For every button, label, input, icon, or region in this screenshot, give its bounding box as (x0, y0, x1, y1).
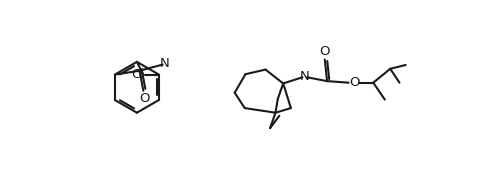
Text: N: N (160, 57, 170, 70)
Text: O: O (139, 92, 149, 105)
Text: Cl: Cl (131, 68, 144, 81)
Text: N: N (300, 70, 310, 83)
Text: O: O (320, 45, 330, 58)
Text: O: O (349, 76, 360, 89)
